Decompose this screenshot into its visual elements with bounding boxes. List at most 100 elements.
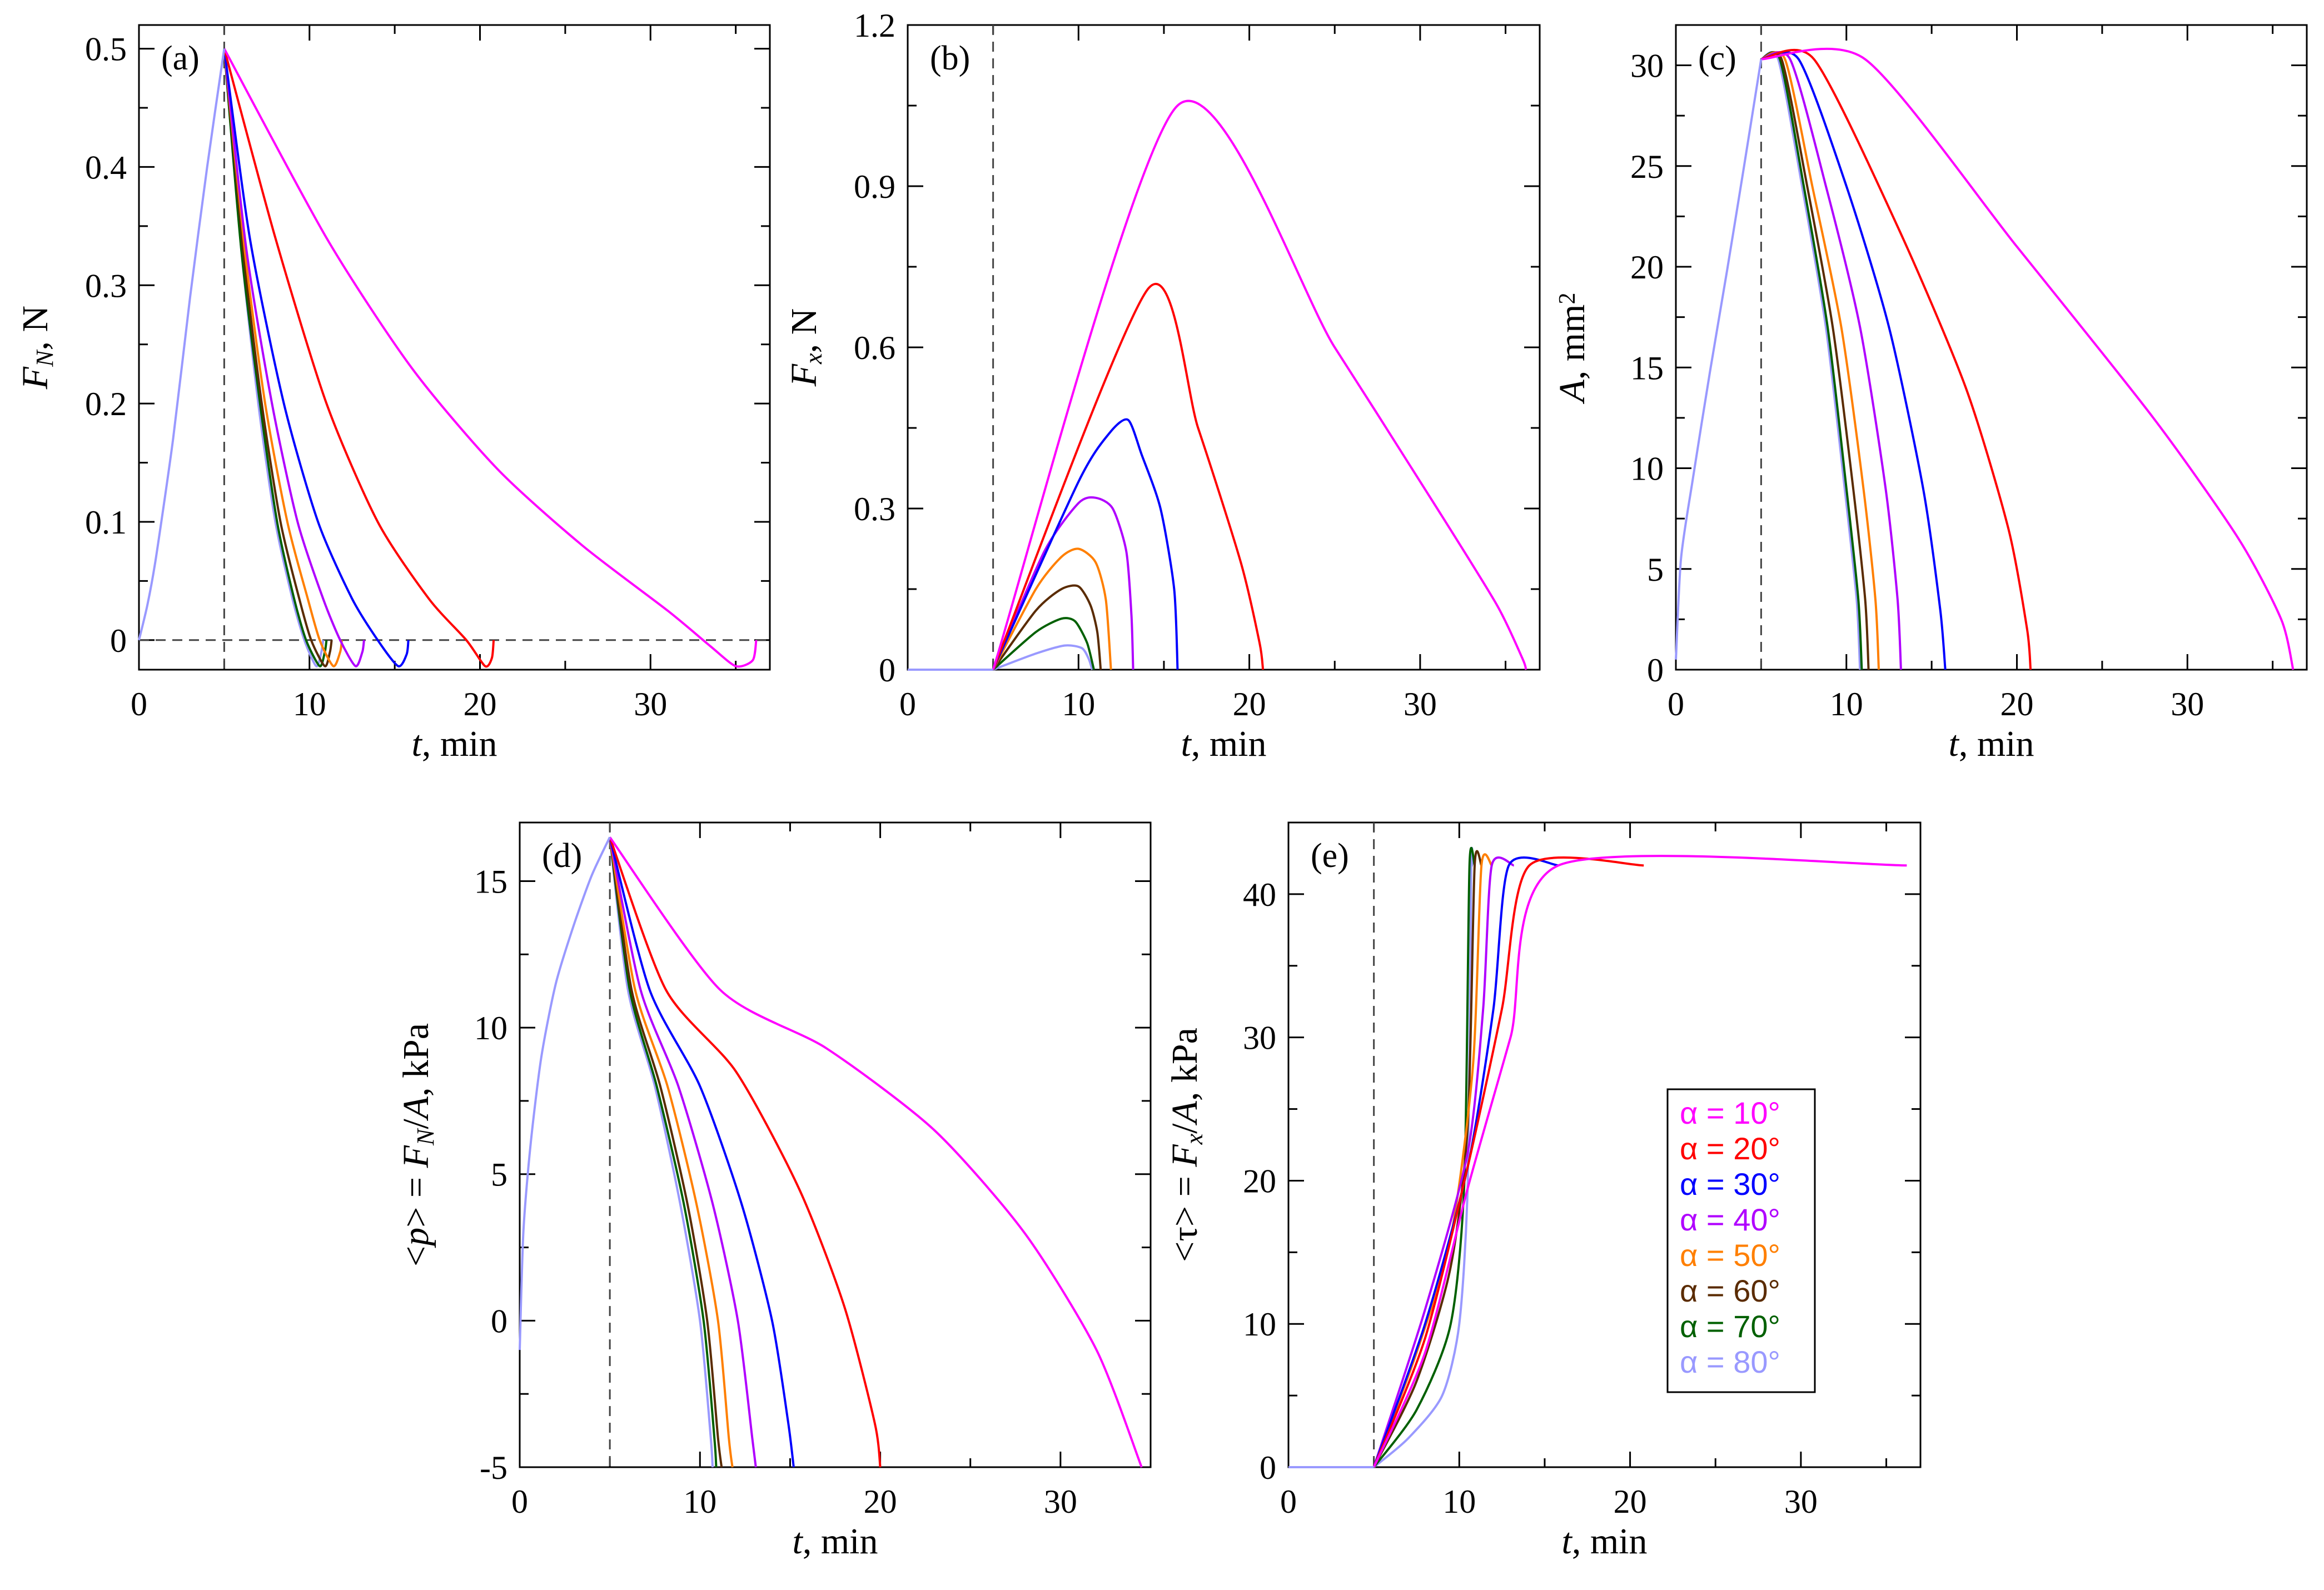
x-tick-label: 10 <box>1442 1483 1476 1520</box>
panel-label: (c) <box>1698 39 1736 77</box>
x-axis-label: t, min <box>1561 1521 1647 1562</box>
plot-frame <box>1675 24 2308 671</box>
y-axis-label: Fx, N <box>784 308 827 387</box>
series-line-alpha-40 <box>992 496 1134 670</box>
series-line-alpha-80 <box>609 837 714 1468</box>
series-line-alpha-60 <box>992 584 1102 671</box>
y-tick-label: 10 <box>1630 451 1664 487</box>
series-line-alpha-40 <box>223 48 365 667</box>
series-line-alpha-20 <box>223 48 495 668</box>
legend-box <box>1666 1088 1816 1393</box>
y-tick-label: 0.6 <box>854 330 895 366</box>
series-line-alpha-10 <box>609 836 1143 1468</box>
y-tick-label: 20 <box>1243 1163 1276 1199</box>
series-line-alpha-50 <box>1760 51 1880 670</box>
plot-frame <box>519 821 1152 1468</box>
legend-entry: α = 80° <box>1680 1344 1780 1379</box>
series-line-alpha-60 <box>1760 51 1870 670</box>
series-line-alpha-80 <box>1373 846 1474 1468</box>
y-tick-label: 0.4 <box>85 149 127 186</box>
chart-panel-e: 0 10 20 30 0 10 20 30 40 (e) <τ> = Fx/A, kPa t, min… <box>1165 821 1922 1562</box>
chart-panel-c: 0 10 20 30 0 5 10 15 20 25 30 (c) A, mm2 t, min <box>1552 24 2308 764</box>
x-tick-label: 20 <box>1233 686 1266 722</box>
legend-entry: α = 50° <box>1680 1238 1780 1273</box>
y-tick-label: 0 <box>110 622 127 659</box>
series-line-alpha-40 <box>1372 856 1515 1468</box>
y-axis-label: A, mm2 <box>1552 292 1593 404</box>
y-tick-label: 0.3 <box>854 491 895 527</box>
y-tick-label: 0.2 <box>85 386 127 422</box>
series-line-alpha-20 <box>609 836 882 1468</box>
y-tick-label: 0 <box>1260 1449 1276 1486</box>
y-tick-label: 5 <box>1647 551 1664 588</box>
panel-label: (d) <box>542 837 582 875</box>
y-tick-label: 10 <box>474 1010 507 1046</box>
series-line-alpha-10 <box>992 99 1527 670</box>
panel-label: (a) <box>161 39 200 77</box>
x-tick-label: 0 <box>511 1483 528 1520</box>
legend-entry: α = 70° <box>1680 1309 1780 1344</box>
y-tick-label: 15 <box>1630 350 1664 386</box>
loading-line <box>138 48 226 641</box>
series-line-alpha-10 <box>1372 855 1907 1468</box>
loading-line <box>519 836 611 1350</box>
x-axis-label: t, min <box>411 724 497 764</box>
y-tick-label: 40 <box>1243 876 1276 913</box>
plot-frame <box>1287 821 1922 1468</box>
series-line-alpha-80 <box>1760 51 1862 670</box>
x-tick-label: 10 <box>1830 686 1863 722</box>
series-line-alpha-50 <box>992 547 1112 670</box>
series-line-alpha-20 <box>1761 48 2032 670</box>
series-line-alpha-60 <box>223 48 333 667</box>
series-line-alpha-20 <box>992 282 1265 670</box>
series-line-alpha-20 <box>1372 856 1644 1468</box>
x-tick-label: 30 <box>1404 686 1437 722</box>
y-tick-label: 30 <box>1243 1020 1276 1056</box>
x-tick-label: 0 <box>131 686 147 722</box>
x-axis-label: t, min <box>792 1521 878 1562</box>
x-tick-label: 30 <box>2171 686 2204 722</box>
y-tick-label: 0 <box>879 652 895 689</box>
series-line-alpha-30 <box>609 836 795 1468</box>
y-tick-label: 0.3 <box>85 267 127 304</box>
x-tick-label: 20 <box>864 1483 897 1520</box>
series-line-alpha-40 <box>609 837 757 1468</box>
legend-entry: α = 30° <box>1680 1167 1780 1202</box>
legend-entry: α = 40° <box>1680 1202 1780 1237</box>
x-tick-label: 0 <box>1668 686 1684 722</box>
series-line-alpha-10 <box>1761 47 2295 670</box>
x-tick-label: 10 <box>683 1483 716 1520</box>
x-tick-label: 30 <box>1044 1483 1077 1520</box>
series-line-alpha-30 <box>1372 856 1559 1468</box>
series-line-alpha-10 <box>223 48 758 668</box>
y-tick-label: 0 <box>1647 652 1664 689</box>
series-line-alpha-70 <box>1373 846 1476 1468</box>
y-tick-label: 0.1 <box>85 504 127 541</box>
series-line-alpha-70 <box>609 837 718 1468</box>
y-tick-label: -5 <box>480 1449 507 1486</box>
x-tick-label: 20 <box>464 686 497 722</box>
series-line-alpha-30 <box>1760 51 1947 670</box>
x-tick-label: 20 <box>1614 1483 1647 1520</box>
y-tick-label: 0.9 <box>854 168 895 205</box>
series-line-alpha-70 <box>223 48 328 667</box>
legend-entry: α = 10° <box>1680 1095 1780 1130</box>
series-line-alpha-50 <box>223 48 343 667</box>
y-axis-label: <p> = FN/A, kPa <box>396 1023 439 1267</box>
series-line-alpha-30 <box>223 48 410 667</box>
x-tick-label: 0 <box>899 686 916 722</box>
loading-line <box>1675 59 1763 660</box>
series-line-alpha-70 <box>992 617 1095 671</box>
chart-panel-b: 0 10 20 30 0 0.3 0.6 0.9 1.2 (b) Fx, N t, min <box>784 7 1541 764</box>
legend-entry: α = 60° <box>1680 1273 1780 1308</box>
y-tick-label: 30 <box>1630 48 1664 84</box>
x-tick-label: 10 <box>1062 686 1095 722</box>
plot-frame <box>907 24 1541 671</box>
series-line-alpha-70 <box>1760 51 1863 670</box>
y-axis-label: <τ> = Fx/A, kPa <box>1165 1028 1208 1262</box>
x-tick-label: 0 <box>1280 1483 1297 1520</box>
series-line-alpha-80 <box>992 644 1093 671</box>
legend: α = 10°α = 20°α = 30°α = 40°α = 50°α = 6… <box>1666 1088 1816 1393</box>
